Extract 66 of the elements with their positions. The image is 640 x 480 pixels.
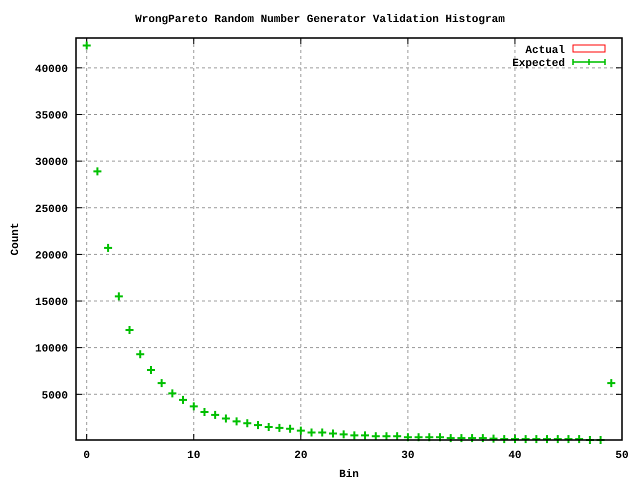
chart-title: WrongPareto Random Number Generator Validation Histogram — [135, 14, 506, 26]
x-tick-label: 30 — [401, 450, 414, 462]
legend-label: Actual — [525, 45, 566, 57]
point — [424, 432, 434, 442]
point — [563, 434, 574, 444]
y-tick-label: 40000 — [34, 64, 68, 76]
point — [199, 407, 210, 418]
point — [92, 166, 102, 176]
point — [285, 424, 296, 434]
point — [510, 434, 520, 444]
point — [124, 324, 135, 335]
point — [82, 40, 92, 50]
point — [542, 434, 552, 444]
point — [531, 434, 542, 444]
point — [520, 434, 531, 444]
y-tick-label: 35000 — [34, 110, 68, 122]
y-tick-label: 20000 — [34, 250, 68, 262]
point — [596, 435, 606, 445]
x-tick-label: 0 — [83, 450, 90, 462]
point — [338, 429, 349, 440]
x-tick-label: 20 — [294, 450, 308, 462]
point — [178, 394, 188, 405]
point — [220, 414, 231, 424]
point — [253, 420, 263, 430]
point — [135, 349, 146, 360]
y-tick-label: 5000 — [42, 390, 68, 402]
point — [435, 432, 445, 442]
point — [232, 416, 242, 426]
point — [499, 434, 510, 444]
point — [156, 378, 167, 388]
point — [167, 388, 178, 398]
point — [103, 242, 114, 253]
legend-label: Expected — [512, 58, 565, 70]
point — [552, 434, 563, 444]
y-tick-label: 15000 — [34, 297, 68, 310]
point — [360, 430, 370, 440]
point — [317, 428, 328, 438]
point — [488, 434, 499, 444]
y-tick-label: 30000 — [34, 157, 68, 170]
point — [328, 428, 338, 438]
point — [402, 432, 413, 442]
x-tick-label: 10 — [187, 450, 200, 462]
y-axis-title: Count — [10, 222, 22, 256]
point — [574, 434, 584, 444]
point — [146, 365, 156, 376]
point — [414, 432, 424, 442]
point — [306, 428, 317, 438]
point — [606, 378, 616, 388]
y-tick-label: 25000 — [34, 204, 68, 216]
point — [114, 291, 124, 302]
point — [264, 422, 274, 432]
x-tick-label: 40 — [508, 450, 522, 462]
point — [242, 418, 252, 428]
point — [296, 426, 306, 436]
point — [467, 433, 478, 444]
point — [349, 430, 360, 440]
point — [478, 433, 488, 444]
y-tick-label: 10000 — [34, 344, 68, 356]
point — [584, 435, 595, 445]
point — [188, 401, 199, 412]
x-tick-label: 50 — [615, 450, 629, 462]
point — [274, 422, 284, 433]
x-axis-title: Bin — [339, 469, 359, 480]
point — [446, 433, 456, 444]
point — [456, 433, 466, 444]
point — [210, 410, 220, 420]
